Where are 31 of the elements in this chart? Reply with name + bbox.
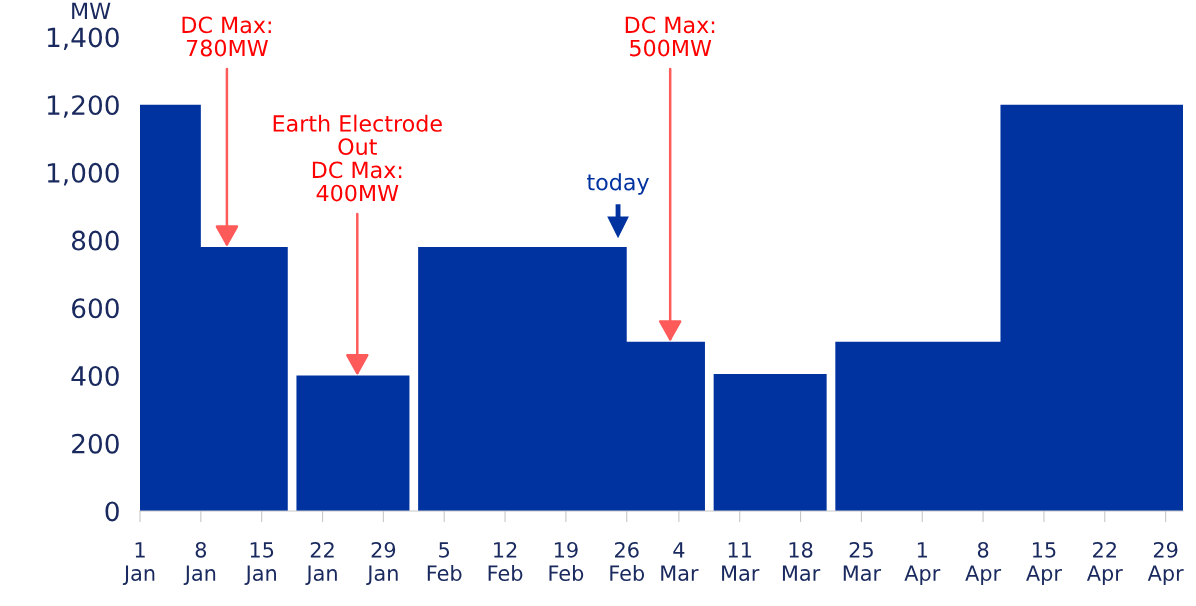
x-tick-label: 26 Feb [610,541,645,582]
x-tick-label: 15 Apr [1026,542,1062,586]
x-tick-label: 11 Mar [722,542,760,582]
x-tick-label: 8 Jan [183,541,216,585]
x-tick-label: 22 Apr [1086,541,1123,586]
y-tick-label: 0 [105,501,119,522]
x-tick-label: 25 Mar [843,541,882,582]
y-axis-title: MW [72,2,111,19]
y-tick-label: 200 [72,433,119,454]
annotation: Earth Electrode Out DC Max: 400MW [273,114,442,202]
x-tick-label: 22 Jan [305,541,337,585]
annotation: DC Max: 780MW [182,16,271,57]
y-tick-label: 600 [72,298,119,319]
y-tick-label: 400 [71,366,119,386]
y-tick-label: 1,400 [47,27,119,51]
y-tick-label: 800 [71,230,119,251]
ref-line-label: today [587,173,649,195]
y-tick-label: 1,200 [47,95,119,118]
x-tick-label: 8 Apr [965,541,1002,586]
annotation: DC Max: 500MW [625,16,715,57]
x-tick-label: 1 Apr [904,542,941,586]
x-tick-label: 29 Apr [1147,541,1184,586]
x-tick-label: 5 Feb [427,542,462,582]
y-tick-label: 1,000 [47,162,119,186]
x-tick-label: 19 Feb [549,541,584,582]
x-tick-label: 15 Jan [244,542,276,585]
x-tick-label: 29 Jan [366,541,398,585]
x-tick-label: 1 Jan [122,542,155,585]
x-tick-label: 18 Mar [782,541,821,582]
x-tick-label: 12 Feb [488,541,523,582]
x-tick-label: 4 Mar [661,542,699,582]
